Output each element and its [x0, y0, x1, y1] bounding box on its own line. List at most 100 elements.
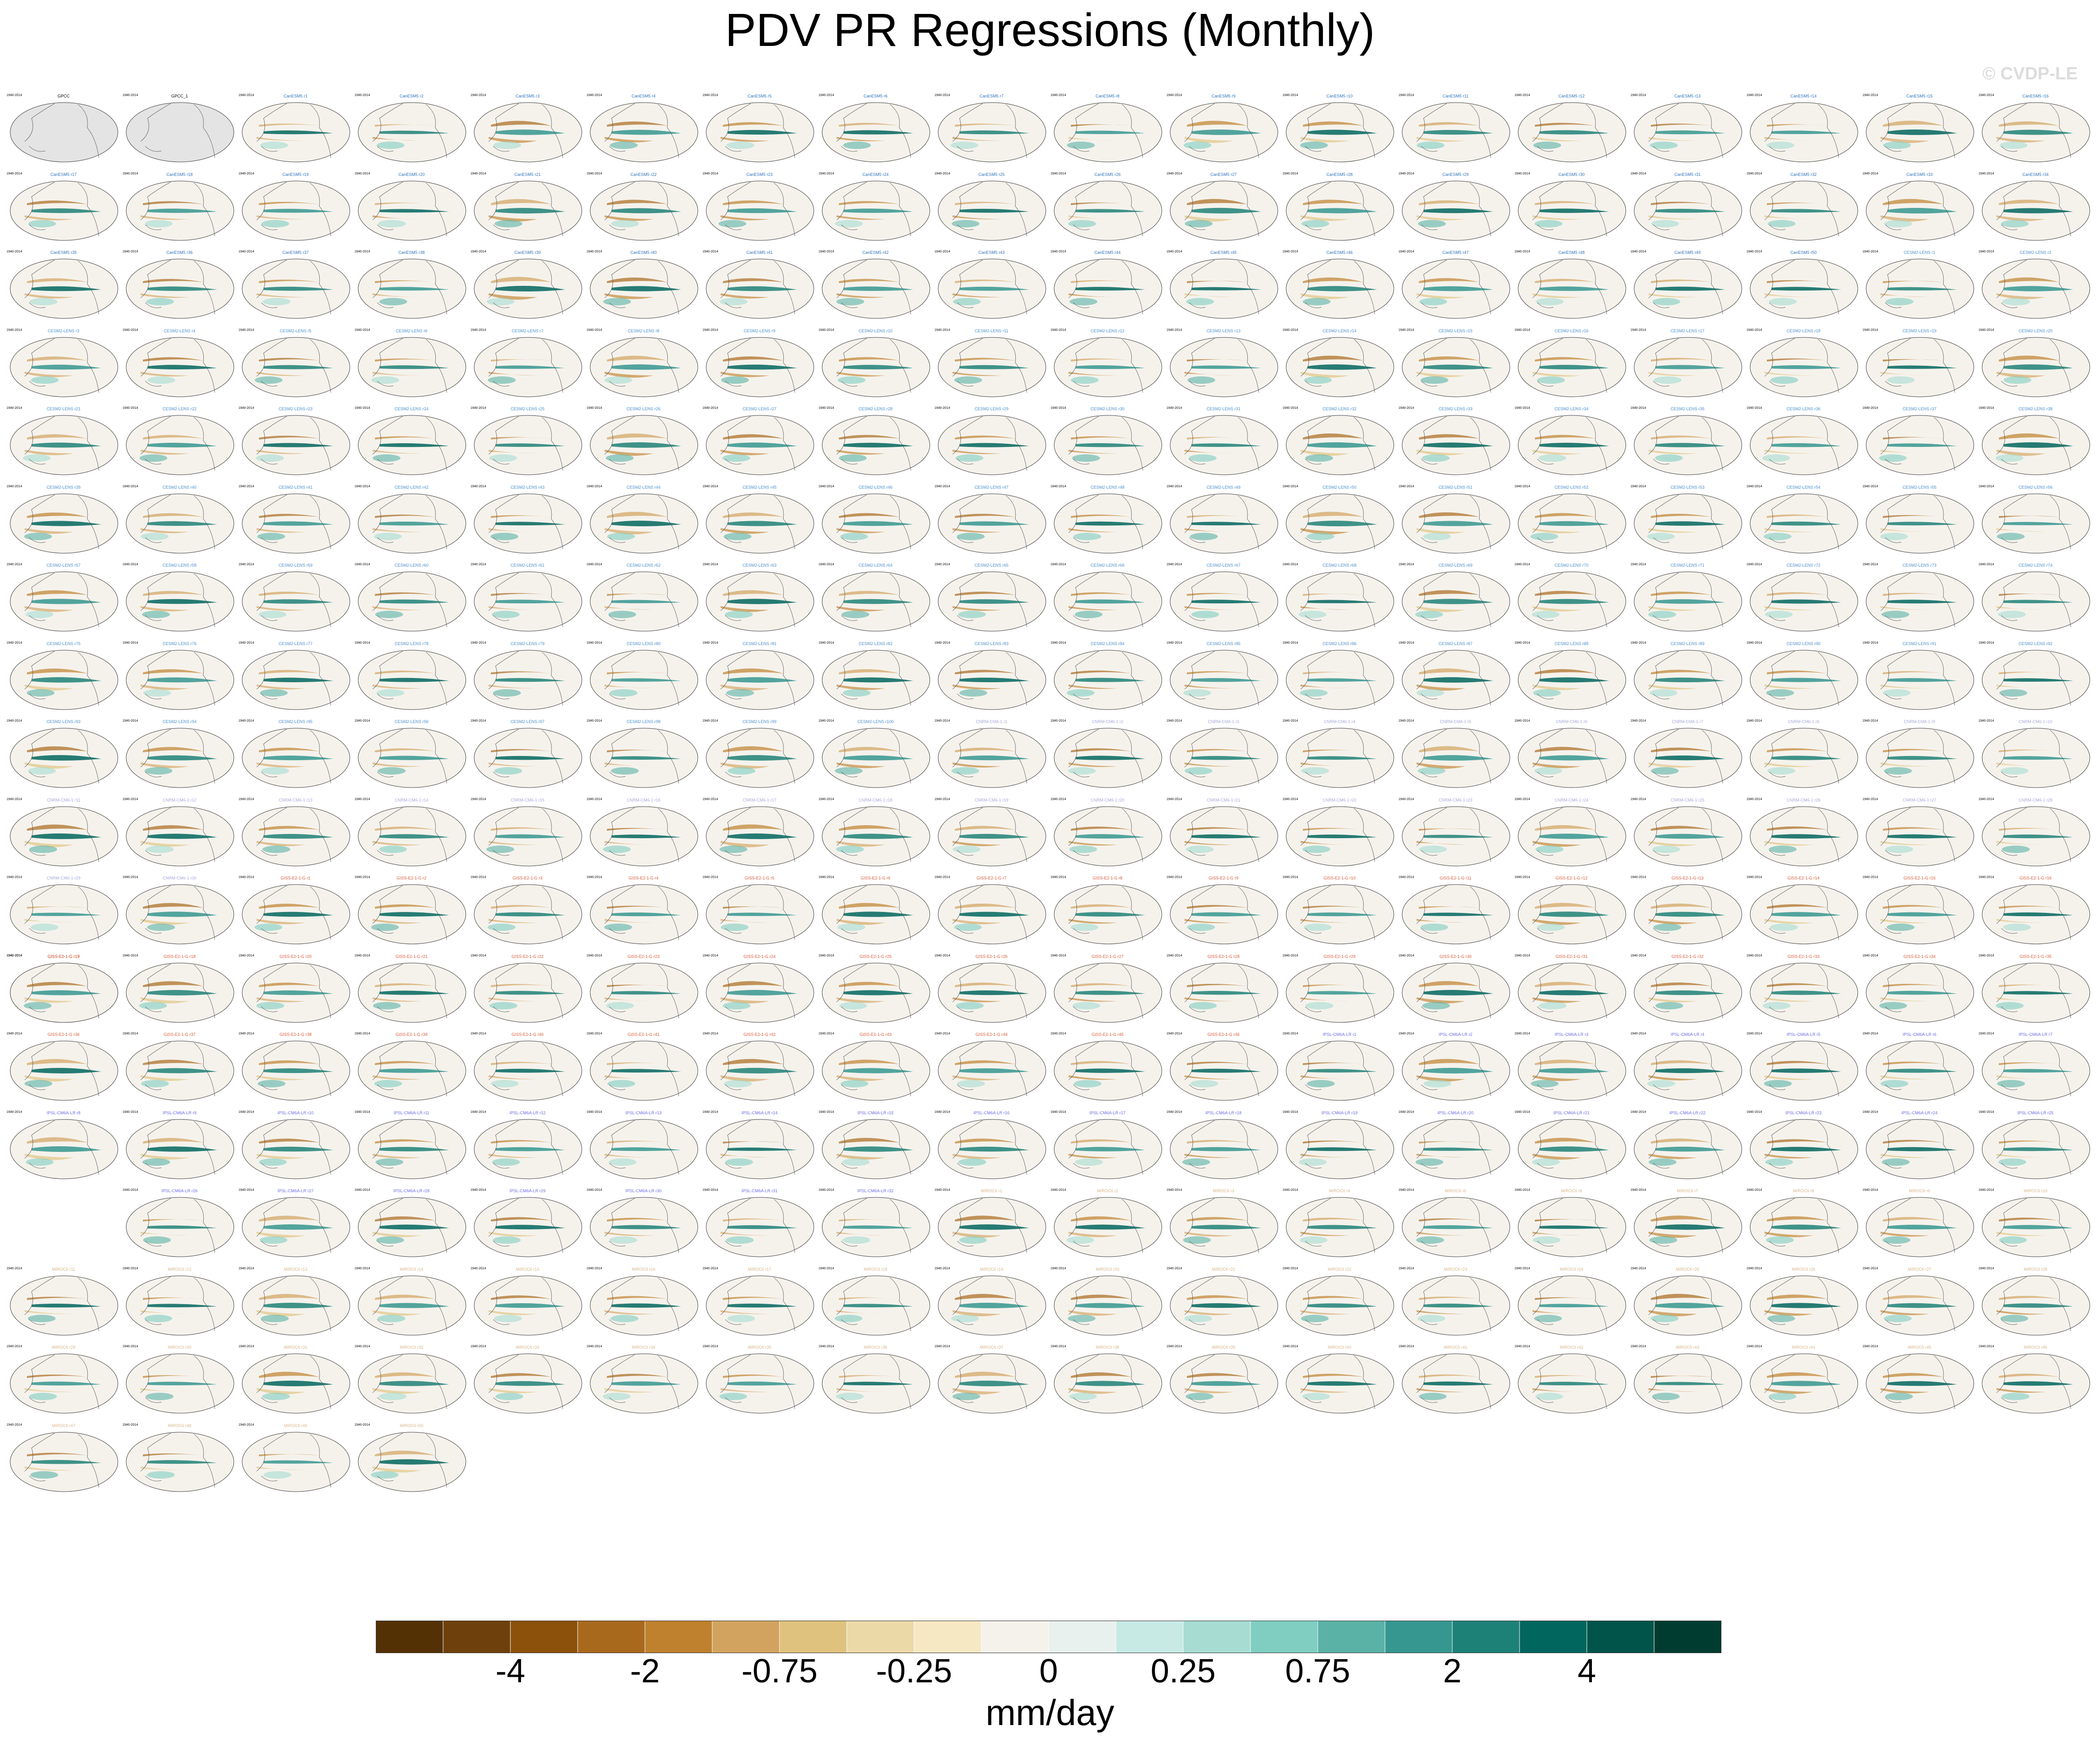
- map-panel: 1940-2014 GISS-E2-1-G r33: [1746, 951, 1862, 1026]
- wet-anomaly: [612, 207, 681, 213]
- panel-title: CanESM5 r17: [50, 172, 77, 177]
- dry-anomaly: [1417, 371, 1465, 377]
- regression-map: [10, 337, 118, 397]
- dry-anomaly: [1883, 199, 1943, 205]
- map-outline: [10, 337, 118, 397]
- regression-map: [1402, 728, 1510, 788]
- map-panel: 1940-2014 GISS-E2-1-G r28: [1166, 951, 1282, 1026]
- panel-years: 1940-2014: [238, 328, 254, 332]
- coastline: [140, 338, 215, 393]
- map-outline: [822, 337, 930, 397]
- map-panel: 1940-2014 CESM2-LENS r100: [818, 717, 934, 791]
- wet-anomaly: [1183, 1236, 1211, 1244]
- colorbar-box: [644, 1621, 713, 1653]
- wet-anomaly: [608, 1158, 637, 1166]
- wet-anomaly: [2001, 220, 2029, 227]
- map-outline: [590, 181, 698, 240]
- colorbar-tick-label: 0: [1039, 1653, 1058, 1690]
- panel-years: 1940-2014: [1282, 328, 1298, 332]
- panel-title: GISS-E2-1-G r43: [859, 1032, 892, 1037]
- coastline: [1532, 338, 1607, 393]
- map-panel: 1940-2014 CESM2-LENS r23: [238, 404, 354, 478]
- panel-title: GISS-E2-1-G r32: [1671, 954, 1704, 959]
- regression-map: [1518, 571, 1626, 632]
- wet-anomaly: [1422, 1002, 1450, 1009]
- dry-anomaly: [143, 279, 203, 283]
- regression-map: [358, 181, 466, 240]
- regression-map: [126, 259, 234, 319]
- panel-title: CESM2-LENS r57: [46, 563, 81, 568]
- panel-years: 1940-2014: [354, 94, 370, 97]
- panel-title: CESM2-LENS r25: [510, 407, 545, 411]
- regression-map: [1286, 1353, 1394, 1414]
- panel-years: 1940-2014: [1398, 172, 1414, 175]
- panel-title: IPSL-CM6A-LR r17: [1089, 1110, 1126, 1115]
- panel-title: MIROC6 r11: [52, 1267, 75, 1272]
- map-panel: 1940-2014 GISS-E2-1-G r45: [1050, 1029, 1166, 1104]
- dry-anomaly: [1303, 121, 1363, 127]
- panel-title: GISS-E2-1-G r20: [279, 954, 312, 959]
- coastline: [1880, 181, 1955, 236]
- wet-anomaly: [837, 924, 865, 931]
- panel-title: CESM2-LENS r66: [1090, 563, 1125, 568]
- panel-title: IPSL-CM6A-LR r27: [277, 1189, 314, 1193]
- panel-title: MIROC6 r41: [1443, 1345, 1468, 1350]
- map-panel: 1940-2014 CESM2-LENS r6: [354, 326, 470, 400]
- regression-map: [1402, 1197, 1510, 1257]
- dry-anomaly: [1651, 123, 1711, 127]
- dry-anomaly: [257, 293, 305, 297]
- panel-title: MIROC6 r8: [1793, 1189, 1814, 1193]
- panel-title: CanESM5 r44: [1094, 250, 1121, 255]
- regression-map: [474, 806, 582, 866]
- map-panel: 1940-2014 CanESM5 r50: [1746, 247, 1862, 322]
- map-outline: [10, 415, 118, 475]
- dry-anomaly: [1881, 371, 1929, 375]
- regression-map: [1866, 571, 1974, 632]
- wet-anomaly: [1884, 220, 1913, 227]
- map-panel: 1940-2014 MIROC6 r49: [238, 1421, 354, 1495]
- panel-title: CESM2-LENS r55: [1902, 485, 1937, 490]
- wet-anomaly: [1308, 286, 1377, 291]
- panel-title: MIROC6 r15: [515, 1267, 540, 1272]
- wet-anomaly: [1648, 611, 1676, 618]
- panel-title: GISS-E2-1-G r33: [1787, 954, 1820, 959]
- panel-years: 1940-2014: [1050, 94, 1066, 97]
- wet-anomaly: [376, 1236, 404, 1244]
- map-panel: 1940-2014 CESM2-LENS r55: [1862, 482, 1978, 556]
- panel-title: CNRM-CM6-1 r8: [1788, 719, 1819, 724]
- regression-map: [706, 493, 814, 553]
- map-panel: 1940-2014 IPSL-CM6A-LR r12: [470, 1108, 586, 1182]
- panel-title: GISS-E2-1-G r6: [860, 876, 890, 880]
- map-panel: 1940-2014 IPSL-CM6A-LR r31: [702, 1186, 818, 1260]
- wet-anomaly: [2003, 376, 2031, 384]
- map-panel: 1940-2014 IPSL-CM6A-LR r4: [1630, 1029, 1746, 1104]
- map-panel: 1940-2014 GISS-E2-1-G r30: [1398, 951, 1514, 1026]
- regression-map: [242, 415, 350, 475]
- map-panel: 1940-2014 GISS-E2-1-G r41: [586, 1029, 702, 1104]
- map-outline: [1982, 181, 2090, 240]
- panel-years: 1940-2014: [1282, 94, 1298, 97]
- map-panel: 1940-2014 IPSL-CM6A-LR r25: [1978, 1108, 2094, 1182]
- wet-anomaly: [1771, 130, 1841, 134]
- wet-anomaly: [606, 1002, 634, 1009]
- map-outline: [590, 259, 698, 319]
- map-panel: 1940-2014 MIROC6 r35: [702, 1342, 818, 1416]
- wet-anomaly: [1183, 142, 1211, 149]
- regression-map: [706, 259, 814, 319]
- regression-map: [1634, 963, 1742, 1022]
- wet-anomaly: [1076, 208, 1145, 213]
- panel-title: MIROC6 r18: [863, 1267, 888, 1272]
- regression-map: [1750, 181, 1858, 240]
- map-panel: 1940-2014 MIROC6 r28: [1978, 1264, 2094, 1338]
- panel-title: CESM2-LENS r60: [394, 563, 429, 568]
- panel-title: GISS-E2-1-G r27: [1091, 954, 1124, 959]
- map-panel: 1940-2014 GISS-E2-1-G r14: [1746, 873, 1862, 947]
- dry-anomaly: [1533, 371, 1581, 376]
- colorbar-box: [779, 1621, 847, 1653]
- map-panel: 1940-2014 CESM2-LENS r80: [586, 639, 702, 713]
- wet-anomaly: [724, 1080, 752, 1087]
- map-panel: 1940-2014 MIROC6 r11: [6, 1264, 122, 1338]
- regression-map: [938, 650, 1046, 710]
- panel-years: 1940-2014: [122, 407, 138, 410]
- panel-title: CESM2-LENS r62: [626, 563, 661, 568]
